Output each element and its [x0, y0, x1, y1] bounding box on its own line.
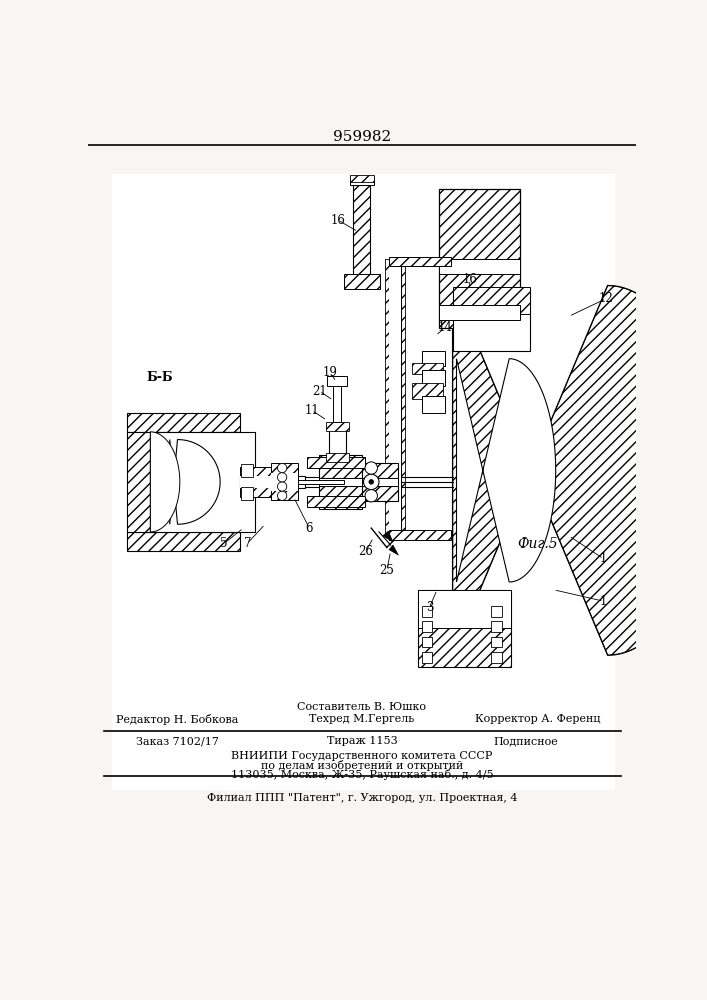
Text: 19: 19	[322, 366, 338, 379]
Circle shape	[369, 480, 373, 484]
Text: Техред М.Гергель: Техред М.Гергель	[310, 714, 414, 724]
Polygon shape	[151, 432, 180, 532]
Bar	[127, 532, 240, 551]
Bar	[325, 422, 349, 431]
Bar	[307, 496, 365, 507]
Bar	[320, 478, 362, 486]
Text: ВНИИПИ Государственного комитета СССР: ВНИИПИ Государственного комитета СССР	[231, 751, 493, 761]
Bar	[344, 478, 398, 486]
Bar	[412, 383, 443, 399]
Bar	[491, 621, 502, 632]
Bar	[438, 189, 520, 328]
Bar	[298, 480, 344, 484]
Circle shape	[277, 473, 287, 482]
Bar	[389, 259, 401, 536]
Circle shape	[277, 482, 287, 491]
Polygon shape	[389, 545, 398, 555]
Bar	[421, 652, 433, 663]
Text: 25: 25	[380, 564, 395, 577]
Text: Составитель В. Юшко: Составитель В. Юшко	[298, 702, 426, 712]
Bar	[354, 185, 370, 278]
Bar	[418, 590, 510, 667]
Text: Тираж 1153: Тираж 1153	[327, 736, 397, 746]
Bar	[271, 473, 298, 491]
Bar	[389, 530, 451, 540]
Bar	[240, 476, 271, 488]
Bar	[452, 287, 530, 314]
Bar	[344, 274, 380, 289]
Bar	[421, 351, 445, 366]
Text: 7: 7	[243, 537, 251, 550]
Circle shape	[365, 462, 378, 474]
Bar	[438, 305, 520, 320]
Bar	[327, 376, 347, 386]
Text: Филиал ППП "Патент", г. Ужгород, ул. Проектная, 4: Филиал ППП "Патент", г. Ужгород, ул. Про…	[206, 793, 518, 803]
Bar	[325, 453, 349, 462]
Text: 5: 5	[221, 537, 228, 550]
Bar	[491, 606, 502, 617]
Bar	[241, 487, 253, 500]
Bar	[320, 486, 362, 509]
Bar	[216, 432, 240, 532]
Polygon shape	[452, 286, 707, 655]
Circle shape	[365, 490, 378, 502]
Bar	[240, 466, 271, 497]
Bar	[333, 383, 341, 422]
Text: 26: 26	[358, 545, 373, 558]
Bar	[241, 464, 253, 477]
Bar	[421, 370, 445, 386]
Bar	[491, 637, 502, 647]
Text: 12: 12	[599, 292, 614, 305]
Bar	[491, 652, 502, 663]
Circle shape	[363, 474, 379, 490]
Text: по делам изобретений и открытий: по делам изобретений и открытий	[261, 760, 463, 771]
Text: 3: 3	[426, 601, 433, 614]
Text: Редактор Н. Бобкова: Редактор Н. Бобкова	[117, 714, 239, 725]
Bar	[452, 289, 530, 351]
Bar	[112, 174, 615, 790]
Polygon shape	[383, 531, 393, 542]
Bar	[389, 257, 451, 266]
Polygon shape	[457, 359, 556, 582]
Text: 11: 11	[304, 404, 319, 417]
Text: 113035, Москва, Ж-35, Раушская наб., д. 4/5: 113035, Москва, Ж-35, Раушская наб., д. …	[230, 769, 493, 780]
Polygon shape	[170, 440, 220, 524]
Text: Подписное: Подписное	[494, 736, 559, 746]
Text: 16: 16	[462, 273, 477, 286]
Bar	[421, 621, 433, 632]
Text: 1: 1	[600, 595, 607, 608]
Bar	[412, 363, 443, 374]
Bar	[421, 637, 433, 647]
Bar	[344, 486, 398, 501]
Circle shape	[277, 491, 287, 500]
Bar	[127, 413, 240, 432]
Bar	[421, 606, 433, 617]
Bar	[438, 259, 520, 274]
Bar	[271, 463, 298, 500]
Text: 21: 21	[312, 385, 327, 398]
Bar	[127, 432, 151, 532]
Bar	[240, 476, 305, 488]
Text: 959982: 959982	[333, 130, 391, 144]
Text: 6: 6	[305, 522, 313, 535]
Bar	[349, 176, 374, 185]
Bar	[307, 457, 365, 468]
Bar	[329, 430, 346, 459]
Text: Корректор А. Ференц: Корректор А. Ференц	[475, 714, 601, 724]
Text: 16: 16	[330, 214, 345, 227]
Text: 14: 14	[438, 321, 452, 334]
Bar	[349, 175, 374, 182]
Bar	[344, 463, 398, 478]
Bar	[418, 590, 510, 628]
Text: Б-Б: Б-Б	[146, 371, 173, 384]
Bar	[421, 396, 445, 413]
Bar	[385, 259, 404, 536]
Text: 1: 1	[600, 552, 607, 565]
Bar	[389, 259, 401, 536]
Text: Фиг.5: Фиг.5	[518, 536, 559, 550]
Bar	[151, 432, 255, 532]
Text: Заказ 7102/17: Заказ 7102/17	[136, 736, 219, 746]
Bar	[320, 455, 362, 478]
Circle shape	[277, 463, 287, 473]
